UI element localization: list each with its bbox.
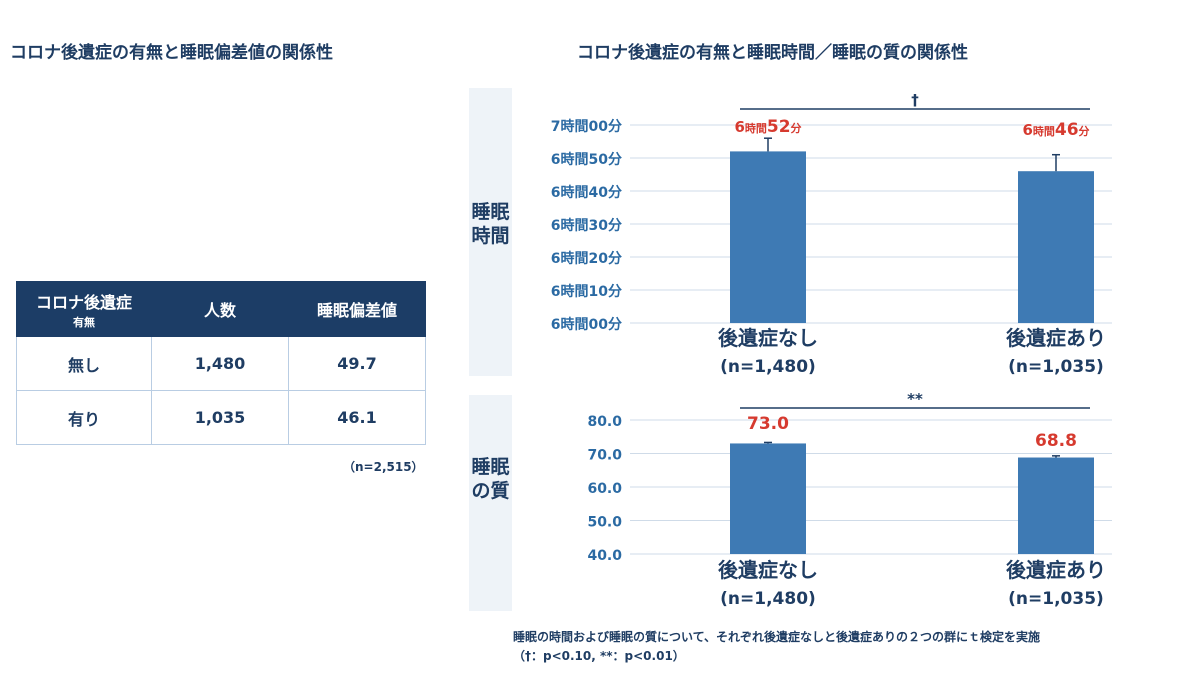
x-category-label: 後遺症あり (1006, 558, 1106, 582)
table-header-row: コロナ後遺症 有無 人数 睡眠偏差値 (16, 281, 426, 337)
y-tick-label: 6時間40分 (551, 184, 622, 201)
data-label-part: 6 (1022, 121, 1032, 139)
y-tick-label: 6時間20分 (551, 250, 622, 267)
bar (730, 443, 806, 554)
data-label-part: 時間 (745, 121, 767, 135)
significance-marker: † (911, 91, 919, 109)
footnote: 睡眠の時間および睡眠の質について、それぞれ後遺症なしと後遺症ありの２つの群にｔ検… (513, 628, 1040, 666)
y-tick-label: 6時間50分 (551, 151, 622, 168)
data-label: 6時間52分 (734, 117, 801, 137)
bar (730, 151, 806, 323)
cell-score: 49.7 (288, 336, 426, 391)
sleep-quality-bar-chart: 40.0 50.0 60.0 70.0 80.0 ** 73.0 後遺症なし (n=1,480)… (587, 392, 1112, 609)
y-tick-label: 7時間00分 (551, 118, 622, 135)
sleep-quality-panel-label: 睡眠の質 (471, 456, 510, 502)
data-label-part: 6 (734, 118, 744, 136)
x-category-n-label: (n=1,480) (720, 589, 816, 609)
bar (1018, 457, 1094, 554)
x-category-label: 後遺症なし (718, 558, 818, 582)
data-label-part: 時間 (1033, 124, 1055, 138)
sleep-score-table: コロナ後遺症 有無 人数 睡眠偏差値 無し 1,480 49.7 有り 1,03… (16, 281, 426, 445)
y-tick-label: 6時間00分 (551, 316, 622, 333)
sleep-time-panel-label: 睡眠時間 (471, 201, 510, 247)
table-row: 有り 1,035 46.1 (16, 390, 426, 445)
header-count: 人数 (151, 281, 289, 337)
left-chart-title: コロナ後遺症の有無と睡眠偏差値の関係性 (10, 43, 333, 63)
cell-group: 無し (16, 336, 152, 391)
sleep-quality-panel-label-bg: 睡眠の質 (469, 395, 512, 611)
data-label: 6時間46分 (1022, 120, 1089, 140)
sample-size-note: （n=2,515） (343, 460, 424, 474)
footnote-line-2: （†：p<0.10, **：p<0.01） (513, 649, 685, 663)
y-tick-label: 6時間10分 (551, 283, 622, 300)
x-category-label: 後遺症なし (718, 326, 818, 350)
x-category-n-label: (n=1,035) (1008, 357, 1104, 377)
data-label-part: 46 (1055, 120, 1079, 140)
y-tick-label: 40.0 (587, 548, 622, 564)
cell-score: 46.1 (288, 390, 426, 445)
y-tick-label: 6時間30分 (551, 217, 622, 234)
data-label: 68.8 (1035, 431, 1077, 451)
data-label-part: 分 (1079, 124, 1090, 138)
footnote-line-1: 睡眠の時間および睡眠の質について、それぞれ後遺症なしと後遺症ありの２つの群にｔ検… (513, 630, 1041, 644)
header-covid-status-main: コロナ後遺症 (35, 292, 132, 312)
cell-group: 有り (16, 390, 152, 445)
table-row: 無し 1,480 49.7 (16, 336, 426, 391)
sleep-time-panel-label-bg: 睡眠時間 (469, 88, 512, 376)
sleep-time-bar-chart: 6時間00分 6時間10分 6時間20分 6時間30分 6時間40分 6時間50分 7時間0… (551, 91, 1112, 377)
significance-marker: ** (907, 392, 923, 408)
bar (1018, 171, 1094, 323)
data-label-part: 分 (791, 121, 802, 135)
y-tick-label: 70.0 (587, 448, 622, 464)
x-category-label: 後遺症あり (1006, 326, 1106, 350)
cell-count: 1,035 (151, 390, 289, 445)
header-covid-status-sub: 有無 (73, 315, 95, 329)
y-tick-label: 50.0 (587, 515, 622, 531)
cell-count: 1,480 (151, 336, 289, 391)
x-category-n-label: (n=1,035) (1008, 589, 1104, 609)
data-label-part: 52 (767, 117, 791, 137)
x-category-n-label: (n=1,480) (720, 357, 816, 377)
y-tick-label: 60.0 (587, 481, 622, 497)
data-label: 73.0 (747, 414, 789, 434)
header-sleep-score: 睡眠偏差値 (288, 281, 426, 337)
header-covid-status: コロナ後遺症 有無 (16, 281, 152, 337)
y-tick-label: 80.0 (587, 414, 622, 430)
right-chart-title: コロナ後遺症の有無と睡眠時間／睡眠の質の関係性 (577, 43, 968, 63)
